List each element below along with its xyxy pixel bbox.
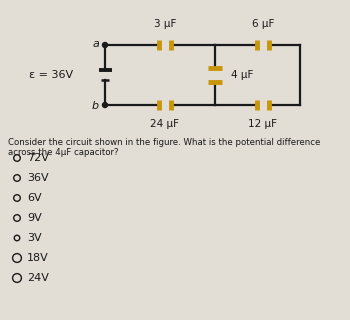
Circle shape — [103, 43, 107, 47]
Text: 12 μF: 12 μF — [248, 119, 278, 129]
Text: 3 μF: 3 μF — [154, 19, 176, 29]
Text: 24 μF: 24 μF — [150, 119, 180, 129]
Text: 3V: 3V — [27, 233, 42, 243]
Text: 24V: 24V — [27, 273, 49, 283]
Text: 6V: 6V — [27, 193, 42, 203]
Text: 72V: 72V — [27, 153, 49, 163]
Text: 36V: 36V — [27, 173, 49, 183]
Text: 4 μF: 4 μF — [231, 70, 253, 80]
Text: 9V: 9V — [27, 213, 42, 223]
Text: Consider the circuit shown in the figure. What is the potential difference acros: Consider the circuit shown in the figure… — [8, 138, 320, 157]
Text: a: a — [92, 39, 99, 49]
Text: b: b — [92, 101, 99, 111]
Circle shape — [103, 102, 107, 108]
Text: 18V: 18V — [27, 253, 49, 263]
Text: ε = 36V: ε = 36V — [29, 70, 73, 80]
Text: 6 μF: 6 μF — [252, 19, 274, 29]
